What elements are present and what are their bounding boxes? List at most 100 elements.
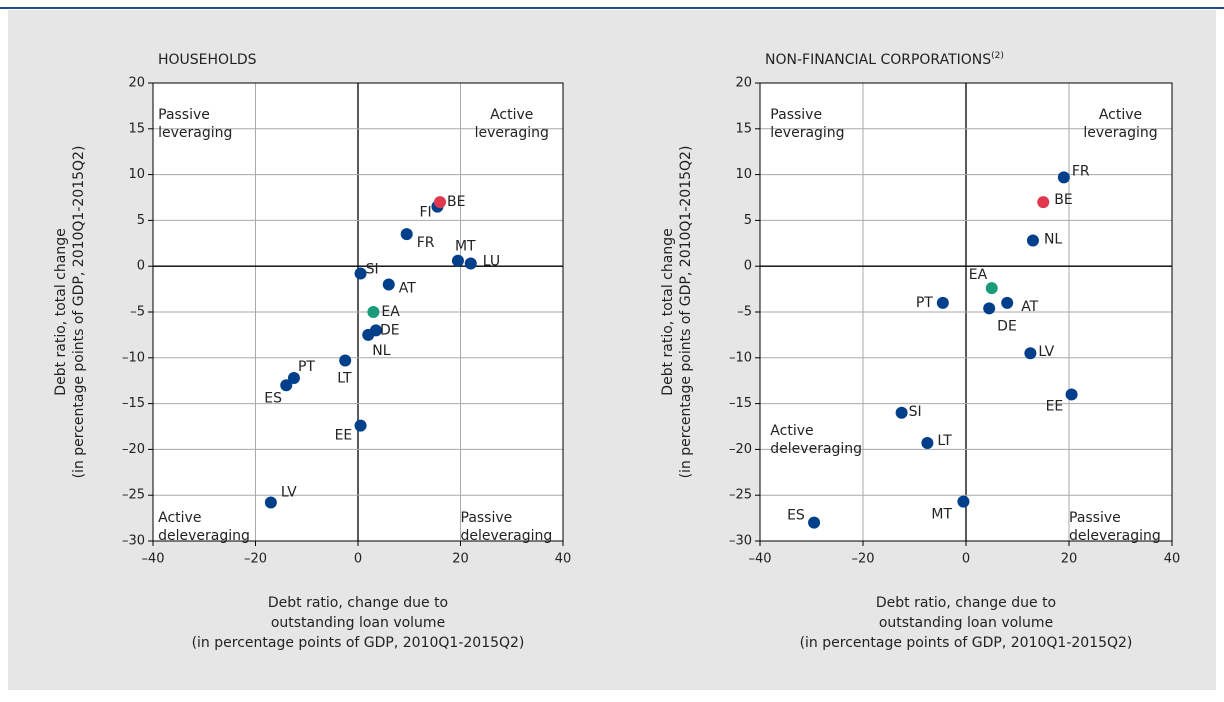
quadrant-label: Passive (158, 107, 210, 123)
quadrant-label: leveraging (1083, 125, 1157, 141)
x-axis-label: outstanding loan volume (879, 615, 1053, 631)
point-label: AT (399, 281, 416, 297)
point-label: LU (483, 253, 500, 269)
point (451, 254, 464, 267)
x-tick-label: –20 (851, 552, 874, 567)
y-tick-label: 10 (735, 167, 752, 182)
x-axis-label: (in percentage points of GDP, 2010Q1-201… (800, 635, 1133, 651)
point-label: MT (455, 239, 476, 255)
point-label: SI (366, 262, 379, 278)
point (382, 278, 395, 291)
x-tick-label: 20 (1061, 552, 1078, 567)
point-label: FI (419, 205, 431, 221)
point (1001, 296, 1014, 309)
point-label: ES (787, 508, 805, 524)
y-tick-label: 15 (735, 121, 752, 136)
quadrant-label: deleveraging (1069, 528, 1161, 544)
point (362, 328, 375, 341)
y-tick-label: 5 (744, 213, 752, 228)
point-label: EA (381, 304, 400, 320)
scatter-chart: –40 –20 0 20 40 20 15 10 5 0 –5 –10 –15 –20 –25 –30 HOUS… (53, 52, 571, 651)
point-label: PT (916, 295, 933, 311)
y-tick-label: 20 (128, 76, 145, 91)
x-axis-label: Debt ratio, change due to (876, 595, 1056, 611)
y-axis-label-line: (in percentage points of GDP, 2010Q1-201… (678, 146, 694, 479)
point-label: BE (447, 194, 465, 210)
point (367, 306, 380, 318)
point-label: ES (264, 390, 282, 406)
point (1026, 234, 1039, 247)
point-label: DE (997, 318, 1017, 334)
title-text: NON-FINANCIAL CORPORATIONS (765, 52, 991, 68)
x-axis-label: outstanding loan volume (271, 615, 445, 631)
x-axis-label: Debt ratio, change due to (268, 595, 448, 611)
y-tick-label: –15 (729, 396, 752, 411)
title-note: (2) (991, 51, 1004, 61)
point-label: NL (372, 343, 390, 359)
y-axis-label-line: Debt ratio, total change (660, 228, 676, 395)
y-tick-label: –5 (737, 305, 752, 320)
point-label: DE (380, 322, 400, 338)
chart-title: HOUSEHOLDS (158, 52, 257, 68)
point (354, 419, 367, 432)
y-tick-label: –20 (729, 442, 752, 457)
y-tick-label: –20 (122, 442, 145, 457)
point-label: LT (337, 371, 352, 387)
point-label: LV (281, 485, 297, 501)
quadrant-label: leveraging (475, 125, 549, 141)
quadrant-label: deleveraging (461, 528, 553, 544)
y-tick-label: –5 (130, 305, 145, 320)
x-tick-label: 40 (555, 552, 572, 567)
x-tick-label: 0 (354, 552, 362, 567)
y-tick-label: –30 (122, 534, 145, 549)
x-tick-label: –40 (748, 552, 771, 567)
quadrant-label: Active (490, 107, 533, 123)
point (280, 379, 293, 392)
point-label: BE (1054, 192, 1072, 208)
point-label: LV (1038, 344, 1054, 360)
point (983, 302, 996, 315)
point (921, 436, 934, 449)
x-axis-label: (in percentage points of GDP, 2010Q1-201… (192, 635, 525, 651)
point (1037, 196, 1050, 209)
y-tick-label: –30 (729, 534, 752, 549)
x-tick-label: –40 (141, 552, 164, 567)
quadrant-label: Passive (1069, 510, 1121, 526)
point-label: EE (335, 428, 353, 444)
point (936, 296, 949, 309)
y-axis-label-line: (in percentage points of GDP, 2010Q1-201… (71, 146, 87, 479)
point (1065, 388, 1078, 401)
point (808, 516, 821, 529)
y-tick-label: –25 (122, 488, 145, 503)
quadrant-label: leveraging (770, 125, 844, 141)
point (895, 406, 908, 419)
point-label: PT (298, 359, 315, 375)
point-label: NL (1044, 232, 1062, 248)
quadrant-label: Active (158, 510, 201, 526)
point-label: EA (969, 267, 988, 283)
y-tick-label: –25 (729, 488, 752, 503)
point (400, 228, 413, 241)
point-label: FR (1072, 163, 1090, 179)
quadrant-label: Active (770, 423, 813, 439)
point (339, 354, 352, 367)
y-tick-label: 20 (735, 76, 752, 91)
quadrant-label: leveraging (158, 125, 232, 141)
point (287, 371, 300, 384)
point-label: AT (1021, 299, 1038, 315)
y-tick-label: –10 (729, 350, 752, 365)
x-tick-label: 0 (962, 552, 970, 567)
y-axis-label: Debt ratio, total change (in percentage p… (660, 146, 694, 479)
y-tick-label: –15 (122, 396, 145, 411)
quadrant-label: Active (1099, 107, 1142, 123)
point-label: EE (1046, 398, 1064, 414)
scatter-chart: –40 –20 0 20 40 20 15 10 5 0 –5 –10 –15 –20 –25 –30 NON-… (660, 51, 1180, 652)
point (354, 267, 367, 280)
point (1057, 171, 1070, 184)
y-tick-label: 10 (128, 167, 145, 182)
point (1024, 347, 1037, 360)
point-label: MT (931, 507, 952, 523)
point-label: SI (909, 404, 922, 420)
y-tick-label: 5 (137, 213, 145, 228)
